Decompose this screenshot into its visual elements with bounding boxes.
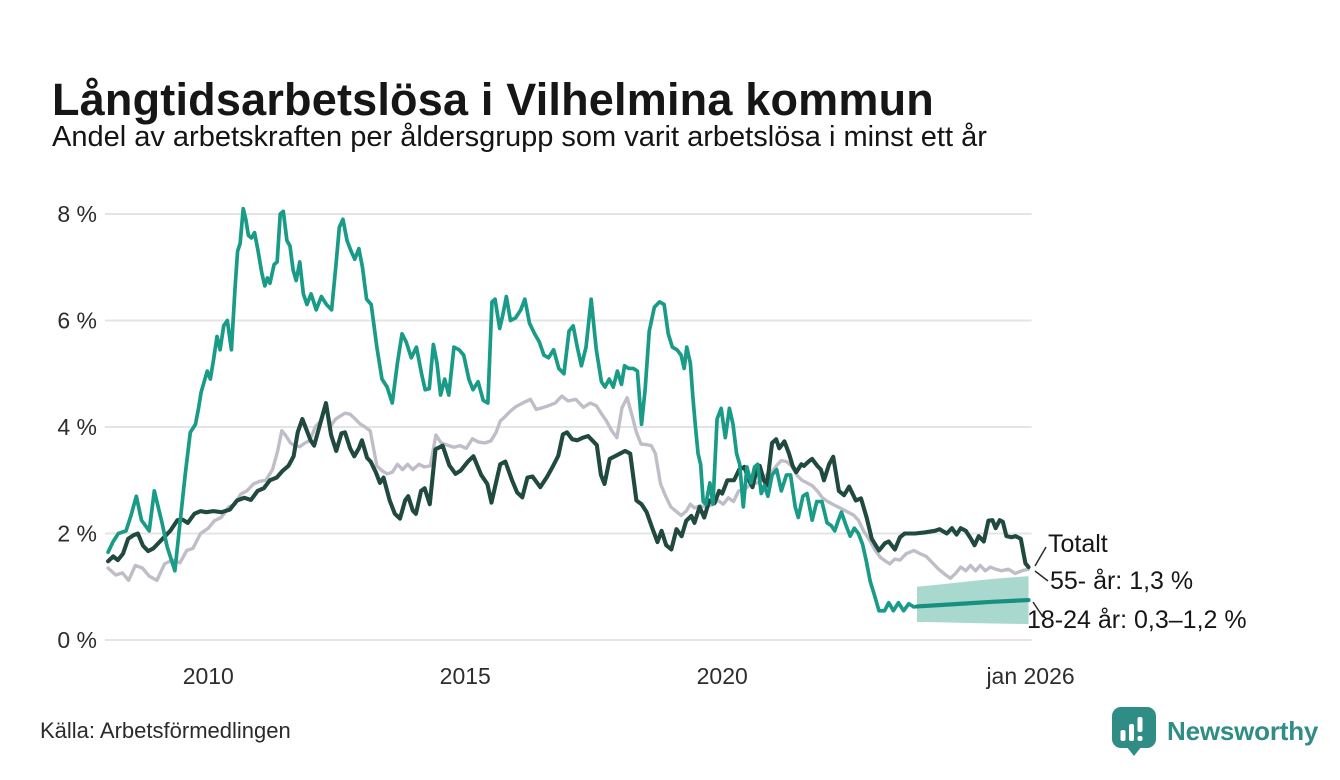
chart-series xyxy=(106,206,1031,613)
x-tick-label: 2015 xyxy=(440,663,491,689)
y-axis-labels: 0 % 2 % 4 % 6 % 8 % xyxy=(57,201,97,653)
y-tick-label: 2 % xyxy=(57,521,97,547)
label-18-24-ar: 18-24 år: 0,3–1,2 % xyxy=(1027,606,1247,634)
gridlines xyxy=(105,213,1032,641)
series-line-0 xyxy=(106,394,1031,583)
connector-youth xyxy=(1032,601,1044,618)
x-axis-labels: 2010 2015 2020 jan 2026 xyxy=(183,663,1075,689)
source-note: Källa: Arbetsförmedlingen xyxy=(40,718,291,743)
x-tick-label: 2020 xyxy=(697,663,748,689)
page-subtitle: Andel av arbetskraften per åldersgrupp s… xyxy=(52,121,987,153)
y-tick-label: 0 % xyxy=(57,627,97,653)
brand-name: Newsworthy xyxy=(1167,716,1319,746)
bar-chart-speech-bubble-icon xyxy=(1112,707,1156,756)
annotation-connectors xyxy=(1032,546,1049,618)
series-line-estimate-3 xyxy=(914,597,1031,609)
y-tick-label: 6 % xyxy=(57,308,97,334)
series-line-2 xyxy=(106,206,919,613)
newsworthy-logo: Newsworthy xyxy=(1110,705,1318,758)
y-tick-label: 8 % xyxy=(57,201,97,227)
label-totalt: Totalt xyxy=(1048,530,1108,558)
series-line-1 xyxy=(106,400,1031,570)
confidence-band xyxy=(916,576,1029,625)
x-tick-label: 2010 xyxy=(183,663,234,689)
connector-senior xyxy=(1034,570,1049,582)
page-title: Långtidsarbetslösa i Vilhelmina kommun xyxy=(52,74,934,126)
y-tick-label: 4 % xyxy=(57,414,97,440)
uncertainty-band xyxy=(916,576,1029,625)
connector-totalt xyxy=(1034,546,1047,567)
label-55-ar: 55- år: 1,3 % xyxy=(1050,567,1194,595)
x-tick-label: jan 2026 xyxy=(985,663,1074,689)
